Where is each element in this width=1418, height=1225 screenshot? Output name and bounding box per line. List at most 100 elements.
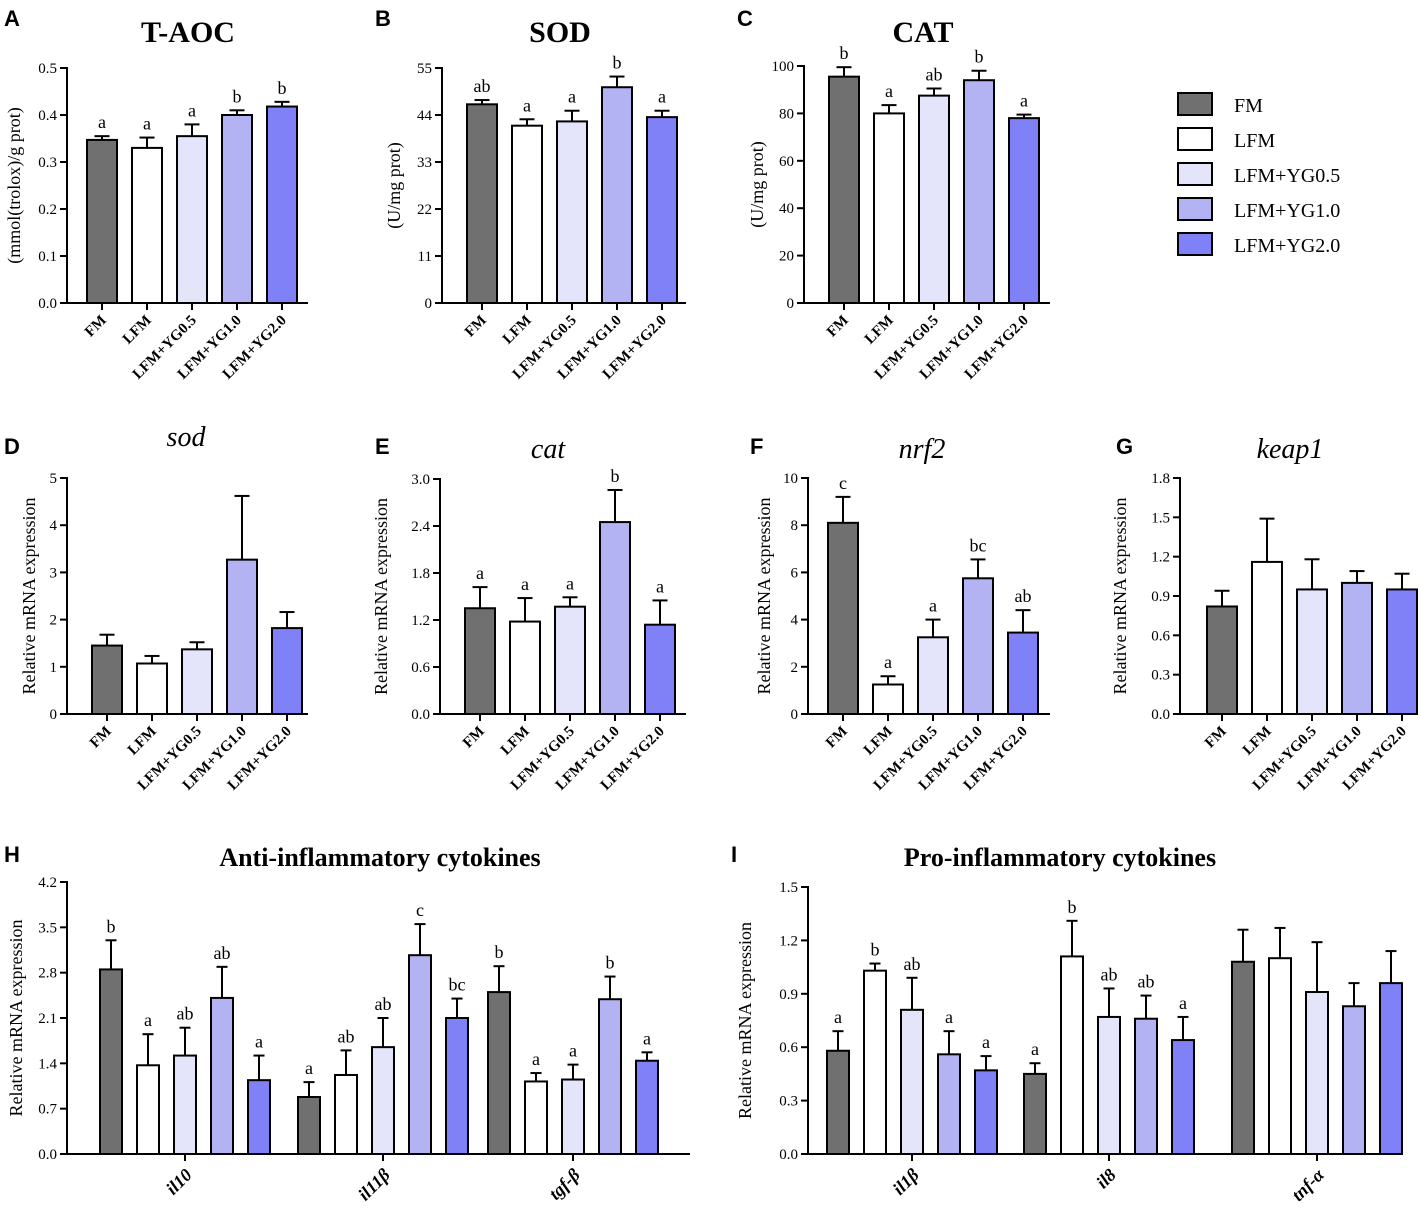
legend-label: LFM+YG0.5 [1234,165,1340,187]
significance-letter: b [1068,897,1077,917]
significance-letter: a [305,1058,313,1078]
bar-lfm-yg2-0 [271,627,303,716]
significance-letter: a [656,576,664,596]
significance-letter: bc [449,975,466,995]
bar-lfm [863,969,887,1155]
bar-fm [826,1049,850,1156]
y-tick-label: 2.4 [411,519,430,535]
chart-title: Pro-inflammatory cytokines [904,843,1216,872]
significance-letter: b [871,940,880,960]
bar-lfm-yg2-0 [247,1079,271,1155]
y-axis-label: Relative mRNA expression [1110,498,1130,695]
significance-letter: a [566,573,574,593]
bar-lfm [1060,955,1084,1155]
bar-lfm-yg2-0 [974,1069,998,1155]
y-tick-label: 0.7 [38,1102,57,1118]
y-tick-label: 4 [791,613,799,629]
y-tick-label: 0.0 [38,1147,57,1163]
bar-fm [1023,1072,1047,1156]
panel-letter: A [4,6,20,31]
significance-letter: c [416,900,424,920]
x-tick-label: FM [87,724,115,752]
significance-letter: b [613,53,622,73]
bar-lfm-yg2-0 [445,1017,469,1155]
chart-title: nrf2 [899,434,946,465]
y-tick-label: 5 [50,471,58,487]
legend-label: LFM [1234,130,1275,152]
y-tick-label: 2.8 [38,966,57,982]
panel-a: A T-AOC 0.0 0.1 0.2 0.3 0.4 0.5 (mmol(trolox)/g … [4,6,308,383]
y-tick-label: 40 [779,201,794,217]
significance-letter: a [532,1049,540,1069]
panel-letter: D [4,434,20,459]
significance-letter: ab [474,76,491,96]
y-tick-label: 20 [779,249,794,265]
bar-fm [91,644,123,715]
y-tick-label: 4.2 [38,875,57,891]
bar-lfm-yg0-5 [371,1046,395,1155]
y-tick-label: 0.6 [779,1040,798,1056]
y-axis-label: Relative mRNA expression [735,922,755,1119]
legend-swatch [1177,197,1213,221]
y-tick-label: 55 [417,61,432,77]
bar-lfm [1268,957,1292,1156]
significance-letter: a [1031,1039,1039,1059]
bar-lfm [1251,560,1283,716]
x-tick-label: LFM [861,724,896,759]
bar-lfm-yg1-0 [937,1053,961,1155]
y-tick-label: 0.4 [38,108,57,124]
y-tick-label: 8 [791,518,799,534]
chart-title: sod [167,422,207,453]
bar-lfm-yg1-0 [408,954,432,1156]
bar-lfm-yg2-0 [644,623,676,716]
bar-fm [487,991,511,1155]
y-axis-label: (U/mg prot) [747,141,768,227]
y-tick-label: 0.6 [1151,628,1170,644]
significance-letter: ab [926,65,943,85]
bar-fm [827,521,859,716]
bar-lfm-yg0-5 [181,648,213,715]
y-tick-label: 0.9 [1151,589,1170,605]
panel-letter: H [4,842,20,867]
bar-lfm [136,1064,160,1156]
bar-lfm-yg1-0 [210,996,234,1156]
legend-swatch [1177,92,1213,116]
bar-lfm-yg1-0 [226,558,258,715]
y-tick-label: 0.3 [1151,668,1170,684]
significance-letter: a [884,652,892,672]
x-tick-label: LFM [498,724,533,759]
significance-letter: b [107,916,116,936]
bar-lfm-yg0-5 [554,605,586,716]
y-tick-label: 0 [787,296,795,312]
legend: FM LFM LFM+YG0.5 LFM+YG1.0 LFM+YG2.0 [1177,92,1340,257]
x-tick-label: FM [460,724,488,752]
x-tick-label: il1β [889,1164,924,1199]
panel-letter: I [731,842,737,867]
x-tick-label: FM [82,313,110,341]
bar-lfm-yg2-0 [646,116,678,304]
y-tick-label: 1.8 [1151,471,1170,487]
bar-lfm-yg0-5 [918,94,950,304]
bar-lfm-yg0-5 [1097,1015,1121,1155]
x-tick-label: tnf-α [1288,1164,1329,1205]
significance-letter: ab [338,1026,355,1046]
significance-letter: a [982,1032,990,1052]
y-tick-label: 0 [791,707,799,723]
chart-title: keap1 [1257,434,1324,465]
y-axis-label: (U/mg prot) [384,142,405,228]
y-tick-label: 0.6 [411,660,430,676]
panel-h: H Anti-inflammatory cytokines 0.0 0.7 1.4 2.1… [4,842,690,1204]
bar-fm [1206,605,1238,715]
chart-title: CAT [892,16,953,49]
legend-swatch [1177,232,1213,256]
y-tick-label: 2.1 [38,1011,57,1027]
panel-letter: F [750,434,763,459]
significance-letter: ab [177,1004,194,1024]
significance-letter: b [975,47,984,67]
bar-lfm-yg0-5 [1305,991,1329,1156]
y-tick-label: 0.5 [38,61,57,77]
significance-letter: a [144,1010,152,1030]
